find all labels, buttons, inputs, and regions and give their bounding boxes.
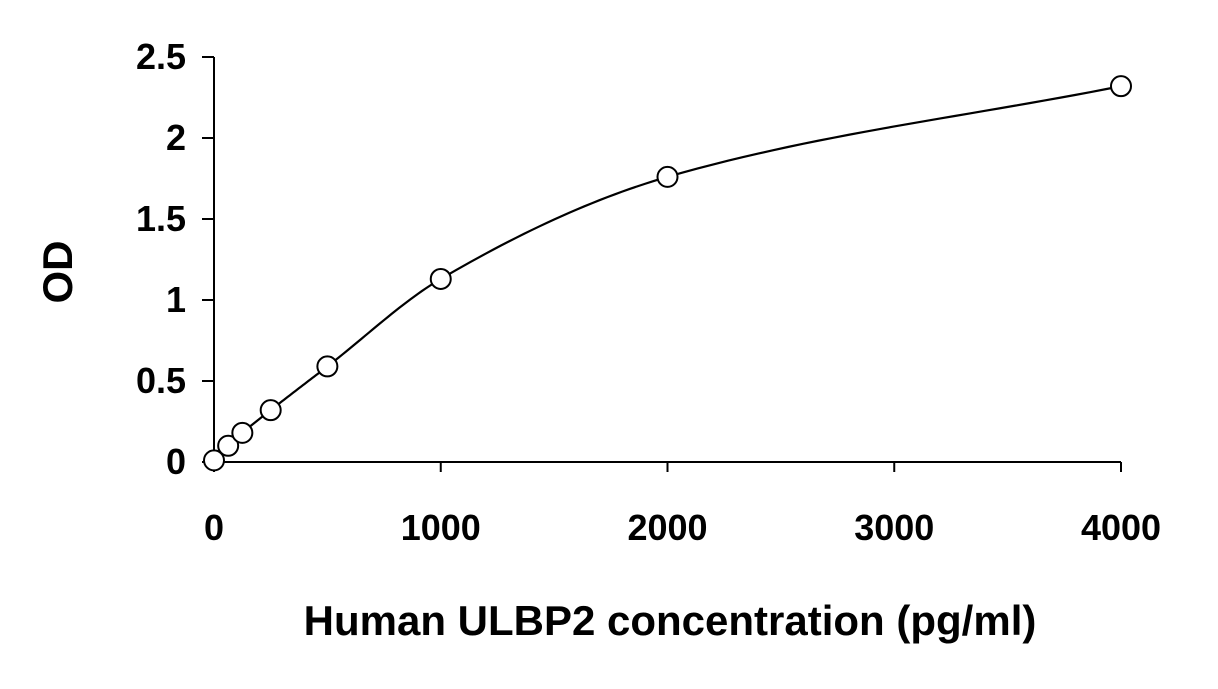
y-tick-label: 0.5 (136, 360, 186, 401)
data-point (429, 267, 452, 290)
y-ticks: 0 0.5 1 1.5 2 2.5 (136, 36, 214, 482)
data-point (203, 449, 225, 472)
data-points (203, 75, 1132, 472)
data-point (259, 399, 282, 422)
y-tick-label: 1.5 (136, 198, 186, 239)
x-tick-label: 3000 (854, 507, 934, 548)
y-tick-label: 2.5 (136, 36, 186, 77)
x-tick-label: 0 (204, 507, 224, 548)
data-point (231, 421, 254, 444)
y-axis-title: OD (34, 241, 81, 304)
x-ticks: 0 1000 2000 3000 4000 (204, 462, 1161, 548)
x-tick-label: 2000 (627, 507, 707, 548)
y-tick-label: 0 (166, 441, 186, 482)
x-tick-label: 1000 (401, 507, 481, 548)
x-tick-label: 4000 (1081, 507, 1161, 548)
fit-curve (213, 85, 1122, 462)
data-point (656, 165, 679, 188)
data-point (1110, 75, 1132, 98)
y-tick-label: 1 (166, 279, 186, 320)
x-axis-title: Human ULBP2 concentration (pg/ml) (304, 597, 1037, 644)
data-point (316, 355, 339, 378)
axes (213, 57, 1121, 463)
data-point (217, 434, 240, 457)
y-tick-label: 2 (166, 117, 186, 158)
